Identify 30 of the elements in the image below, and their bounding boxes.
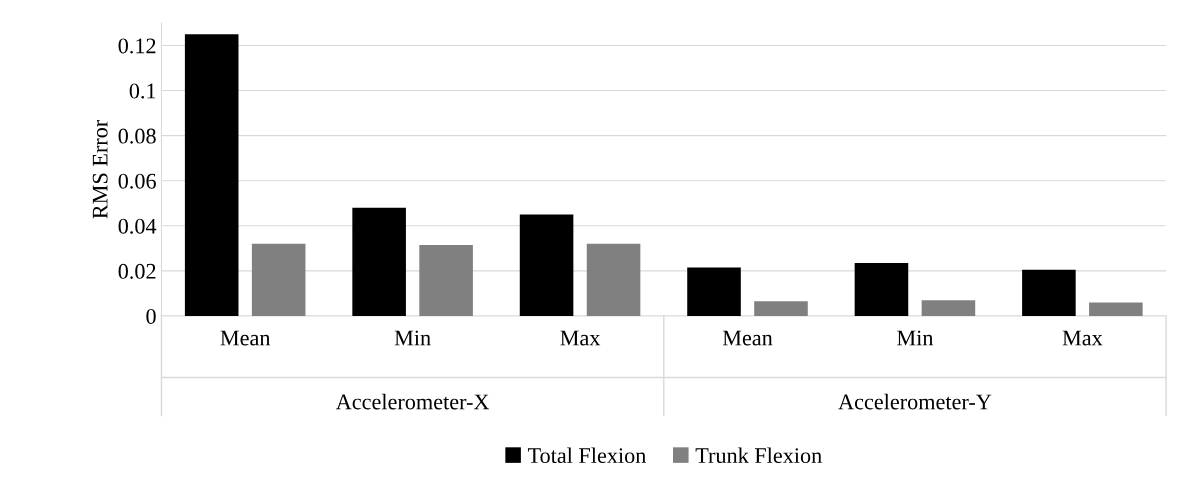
y-tick-label: 0 — [146, 308, 156, 324]
bar — [921, 300, 976, 316]
legend-label: Trunk Flexion — [695, 447, 822, 464]
x-tick-label: Max — [560, 330, 601, 346]
bar — [1022, 269, 1076, 316]
text: Accelerometer-Y — [838, 393, 992, 410]
text: Accelerometer-X — [335, 393, 490, 410]
bar — [419, 244, 473, 316]
x-tick-label: Min — [394, 330, 431, 346]
x-tick-label: Mean — [220, 330, 271, 346]
legend-label: Total Flexion — [527, 447, 647, 464]
y-tick-label: 0.1 — [129, 83, 156, 99]
bar — [184, 34, 239, 316]
x-tick-label: Min — [897, 330, 934, 346]
x-tick-label: Mean — [722, 330, 773, 346]
y-tick-label: 0.04 — [118, 218, 157, 234]
bar — [754, 301, 808, 316]
bar — [352, 207, 406, 316]
y-tick-label: 0.12 — [118, 38, 156, 54]
bar — [519, 214, 574, 316]
bar — [251, 243, 306, 316]
y-tick-label: 0.08 — [118, 128, 156, 144]
bar — [687, 267, 741, 316]
bar — [1089, 302, 1143, 316]
y-axis-title: RMS Error — [92, 119, 108, 219]
y-tick-label: 0.06 — [118, 173, 156, 189]
bar — [586, 243, 641, 316]
y-tick-label: 0.02 — [118, 263, 156, 279]
x-tick-label: Max — [1062, 330, 1103, 346]
bar — [854, 262, 909, 316]
